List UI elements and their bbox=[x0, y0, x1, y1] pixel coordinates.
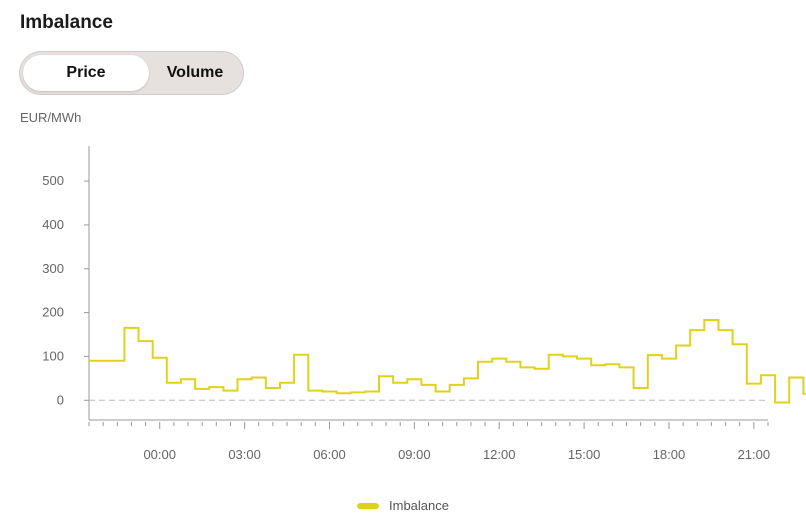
legend-swatch bbox=[357, 502, 379, 509]
page-title: Imbalance bbox=[20, 12, 113, 33]
price-volume-toggle: Price Volume bbox=[19, 51, 244, 95]
imbalance-chart: 0 100 200 300 400 500 00:00 03:00 06:00 09:00 12:0… bbox=[42, 146, 806, 462]
y-tick-label: 100 bbox=[42, 348, 64, 363]
x-tick-label: 00:00 bbox=[143, 447, 176, 462]
y-axis-unit-label: EUR/MWh bbox=[20, 110, 82, 125]
y-tick-label: 500 bbox=[42, 173, 64, 188]
y-tick-label: 300 bbox=[42, 261, 64, 276]
y-tick-label: 400 bbox=[42, 217, 64, 232]
x-tick-label: 03:00 bbox=[228, 447, 261, 462]
volume-toggle-button[interactable]: Volume bbox=[166, 64, 224, 81]
x-tick-label: 15:00 bbox=[568, 447, 601, 462]
y-tick-label: 0 bbox=[57, 392, 64, 407]
legend-label: Imbalance bbox=[389, 498, 449, 513]
x-tick-label: 12:00 bbox=[483, 447, 516, 462]
chart-axes: 0 100 200 300 400 500 00:00 03:00 06:00 09:00 12:0… bbox=[42, 146, 770, 462]
x-tick-label: 18:00 bbox=[653, 447, 686, 462]
series-line-imbalance bbox=[89, 319, 806, 404]
x-tick-label: 09:00 bbox=[398, 447, 431, 462]
price-toggle-button[interactable]: Price bbox=[23, 55, 149, 91]
x-tick-label: 06:00 bbox=[313, 447, 346, 462]
y-tick-label: 200 bbox=[42, 305, 64, 320]
series-layer bbox=[89, 319, 806, 404]
chart-legend[interactable]: Imbalance bbox=[0, 498, 806, 513]
x-tick-label: 21:00 bbox=[738, 447, 771, 462]
